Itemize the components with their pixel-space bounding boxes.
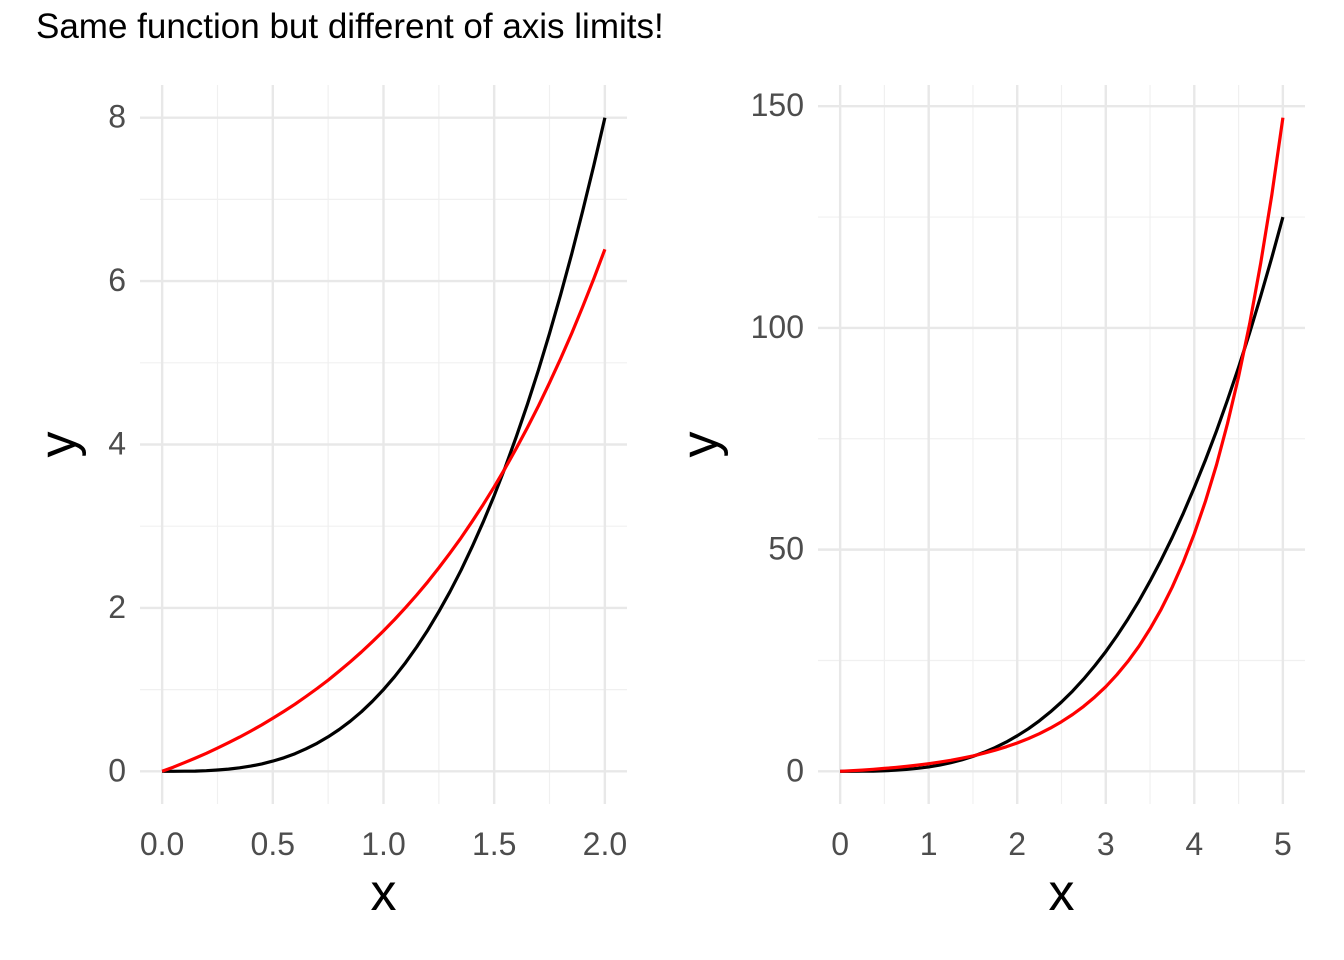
x-tick-label: 3 <box>1097 826 1115 862</box>
y-tick-label: 6 <box>108 262 126 298</box>
grid-major <box>818 85 1305 804</box>
x-tick-label: 2 <box>1008 826 1026 862</box>
y-axis-title: y <box>29 432 87 458</box>
curve-exponential <box>840 117 1285 773</box>
y-tick-label: 2 <box>108 589 126 625</box>
x-tick-label: 2.0 <box>583 826 627 862</box>
x-tick-label: 0.5 <box>251 826 295 862</box>
x-tick-label: 1.5 <box>472 826 516 862</box>
x-tick-label: 0 <box>831 826 849 862</box>
x-tick-label: 4 <box>1185 826 1203 862</box>
x-tick-label: 1 <box>920 826 938 862</box>
x-tick-label: 0.0 <box>140 826 184 862</box>
y-tick-label: 8 <box>108 99 126 135</box>
grid-minor <box>818 85 1305 804</box>
y-tick-label: 0 <box>108 752 126 788</box>
x-axis-title: x <box>1049 864 1075 922</box>
y-tick-label: 150 <box>751 87 804 123</box>
y-tick-label: 100 <box>751 309 804 345</box>
x-tick-label: 5 <box>1274 826 1292 862</box>
grid-major <box>140 85 627 804</box>
y-tick-label: 50 <box>768 531 804 567</box>
figure-title: Same function but different of axis limi… <box>36 7 664 46</box>
x-tick-label: 1.0 <box>361 826 405 862</box>
curve-cubic <box>162 117 607 773</box>
x-axis-title: x <box>371 864 397 922</box>
plot-left: 0.0 0.5 1.0 1.5 2.0 0 2 4 6 8 x y <box>29 85 627 922</box>
y-axis-title: y <box>671 432 729 458</box>
curve-cubic <box>840 216 1285 773</box>
y-tick-label: 0 <box>786 752 804 788</box>
curve-exponential <box>161 248 607 773</box>
y-tick-label: 4 <box>108 426 126 462</box>
